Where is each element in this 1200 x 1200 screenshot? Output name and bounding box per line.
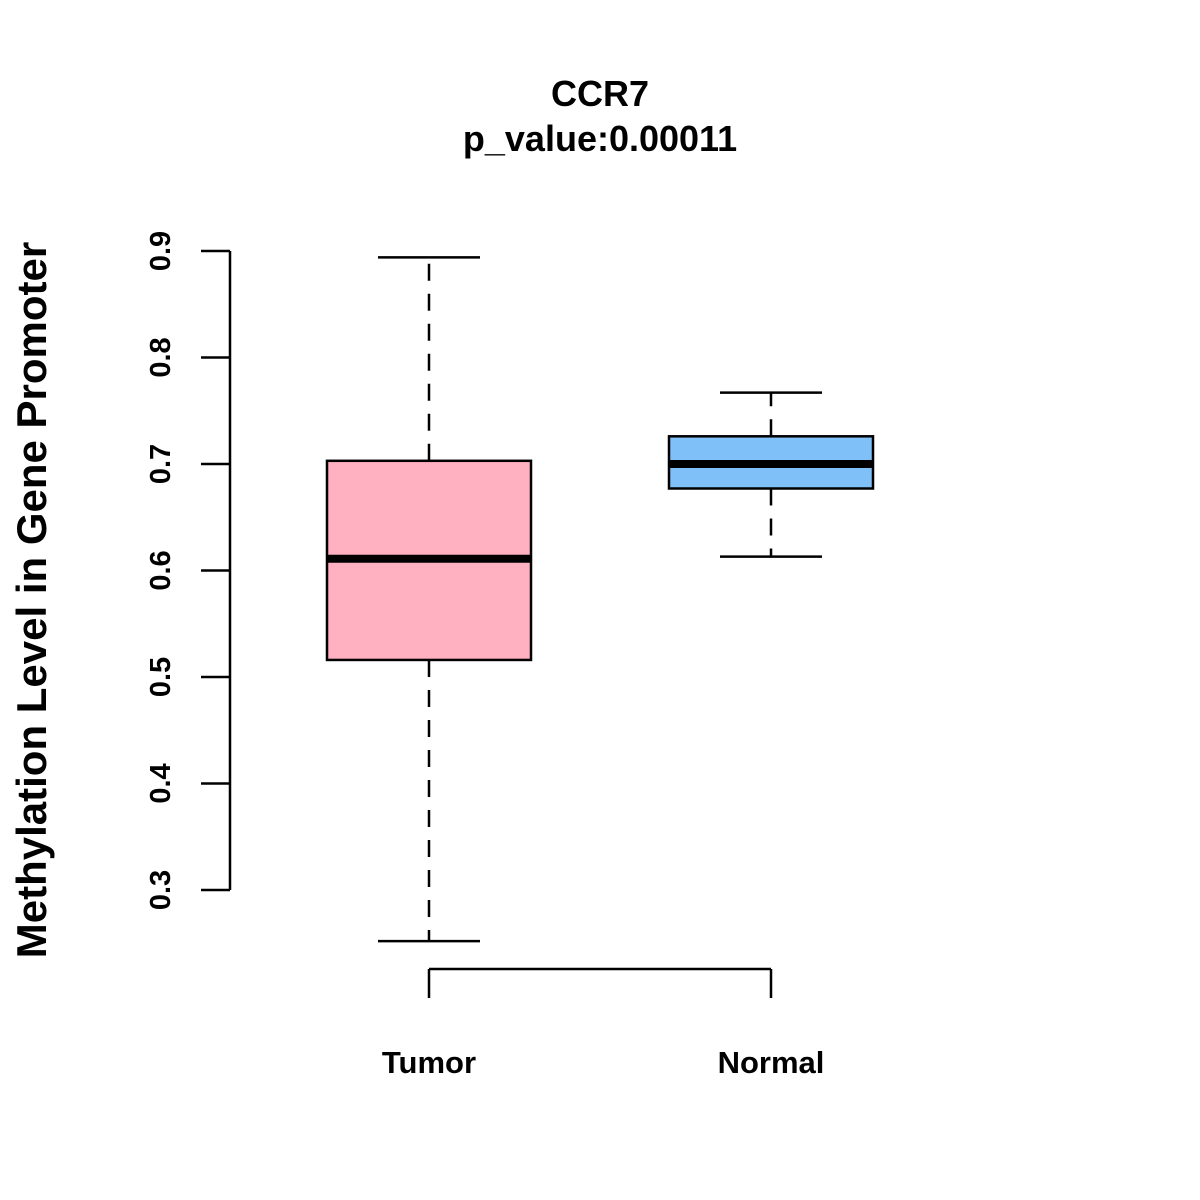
boxes-group	[325, 256, 875, 943]
chart-title: CCR7	[551, 73, 649, 114]
y-tick-label: 0.8	[145, 337, 177, 377]
y-tick-label: 0.9	[145, 231, 177, 271]
y-tick-label: 0.5	[145, 657, 177, 697]
y-tick-label: 0.3	[145, 870, 177, 910]
y-tick-label: 0.4	[145, 763, 177, 803]
y-axis-label: Methylation Level in Gene Promoter	[8, 242, 55, 958]
x-axis: Tumor Normal	[382, 967, 825, 1080]
x-tick-label-tumor: Tumor	[382, 1045, 476, 1080]
box-tumor	[325, 256, 533, 943]
y-tick-label: 0.6	[145, 550, 177, 590]
y-tick-label: 0.7	[145, 444, 177, 484]
box-normal	[667, 391, 875, 558]
chart-subtitle: p_value:0.00011	[463, 118, 737, 159]
x-tick-label-normal: Normal	[718, 1045, 825, 1080]
y-axis: 0.3 0.4 0.5 0.6 0.7 0.8 0.9	[145, 231, 232, 910]
